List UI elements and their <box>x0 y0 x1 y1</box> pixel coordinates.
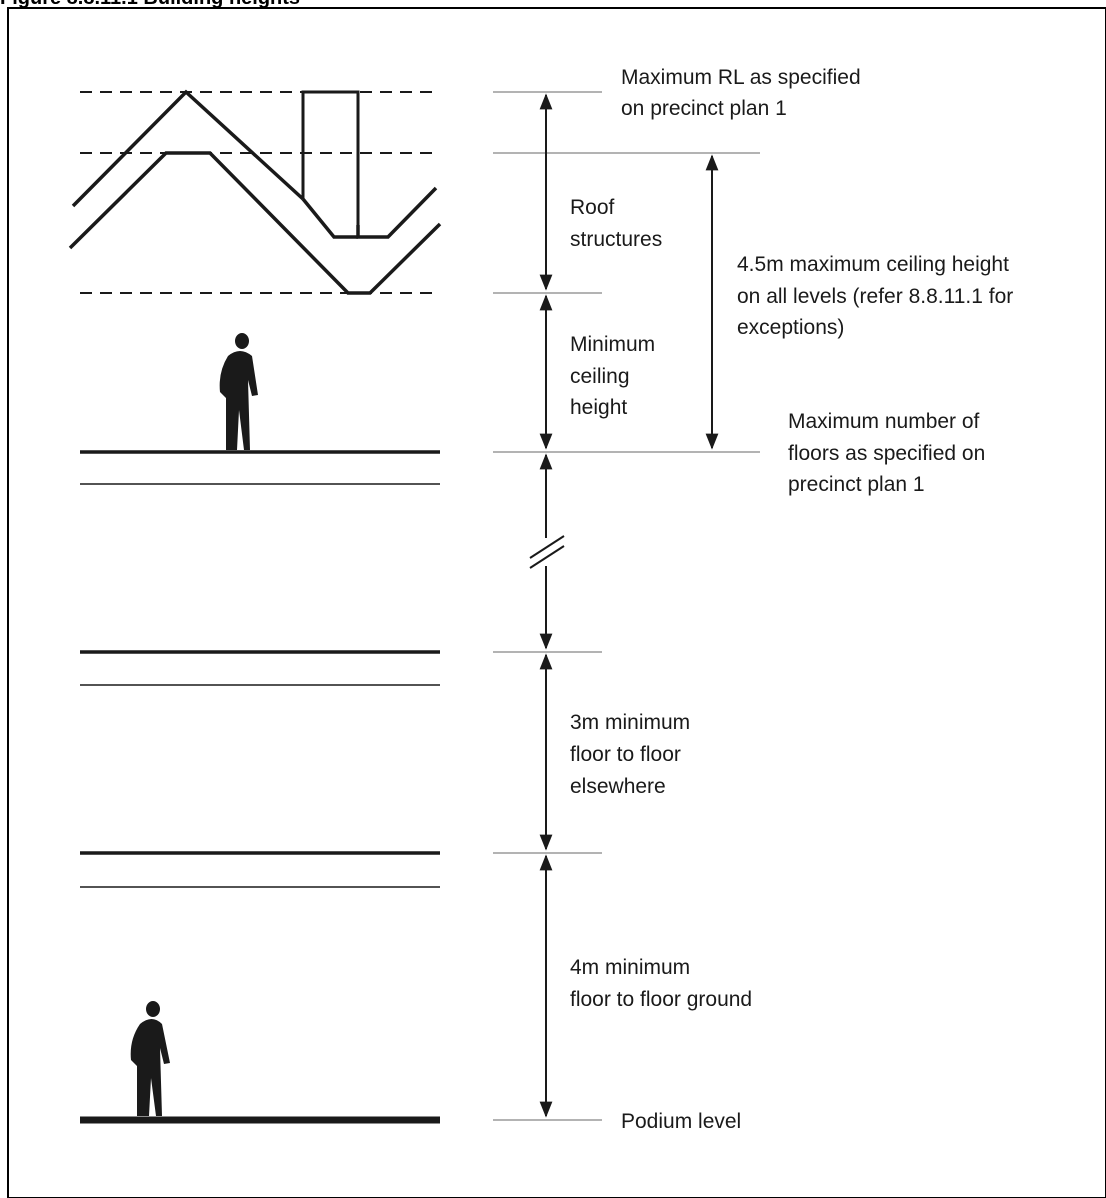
roof-inner-outline <box>68 151 442 295</box>
person-silhouette-lower <box>130 1001 170 1116</box>
person-silhouette-upper <box>219 333 258 450</box>
guide-lines <box>493 91 760 1121</box>
max-ceiling-label: 4.5m maximum ceiling height on all level… <box>737 253 1019 339</box>
figure-border <box>7 7 1106 1198</box>
roof-outer-outline <box>71 89 305 208</box>
roof-outer-valley <box>301 197 358 239</box>
roof-outer-outline-right <box>356 186 438 239</box>
min-floor-ground-label: 4m minimum floor to floor ground <box>570 956 752 1011</box>
max-rl-label: Maximum RL as specified on precinct plan… <box>621 66 866 120</box>
break-symbol <box>529 535 565 569</box>
min-floor-elsewhere-label: 3m minimum floor to floor elsewhere <box>570 711 696 798</box>
roof-structures-label: Roof structures <box>570 196 662 251</box>
min-ceiling-label: Minimum ceiling height <box>570 333 661 419</box>
podium-level-label: Podium level <box>621 1110 741 1133</box>
roof-structure-box <box>301 90 360 237</box>
figure-title: Figure 8.8.11.1 Building heights <box>0 0 300 9</box>
max-floors-label: Maximum number of floors as specified on… <box>788 410 991 496</box>
